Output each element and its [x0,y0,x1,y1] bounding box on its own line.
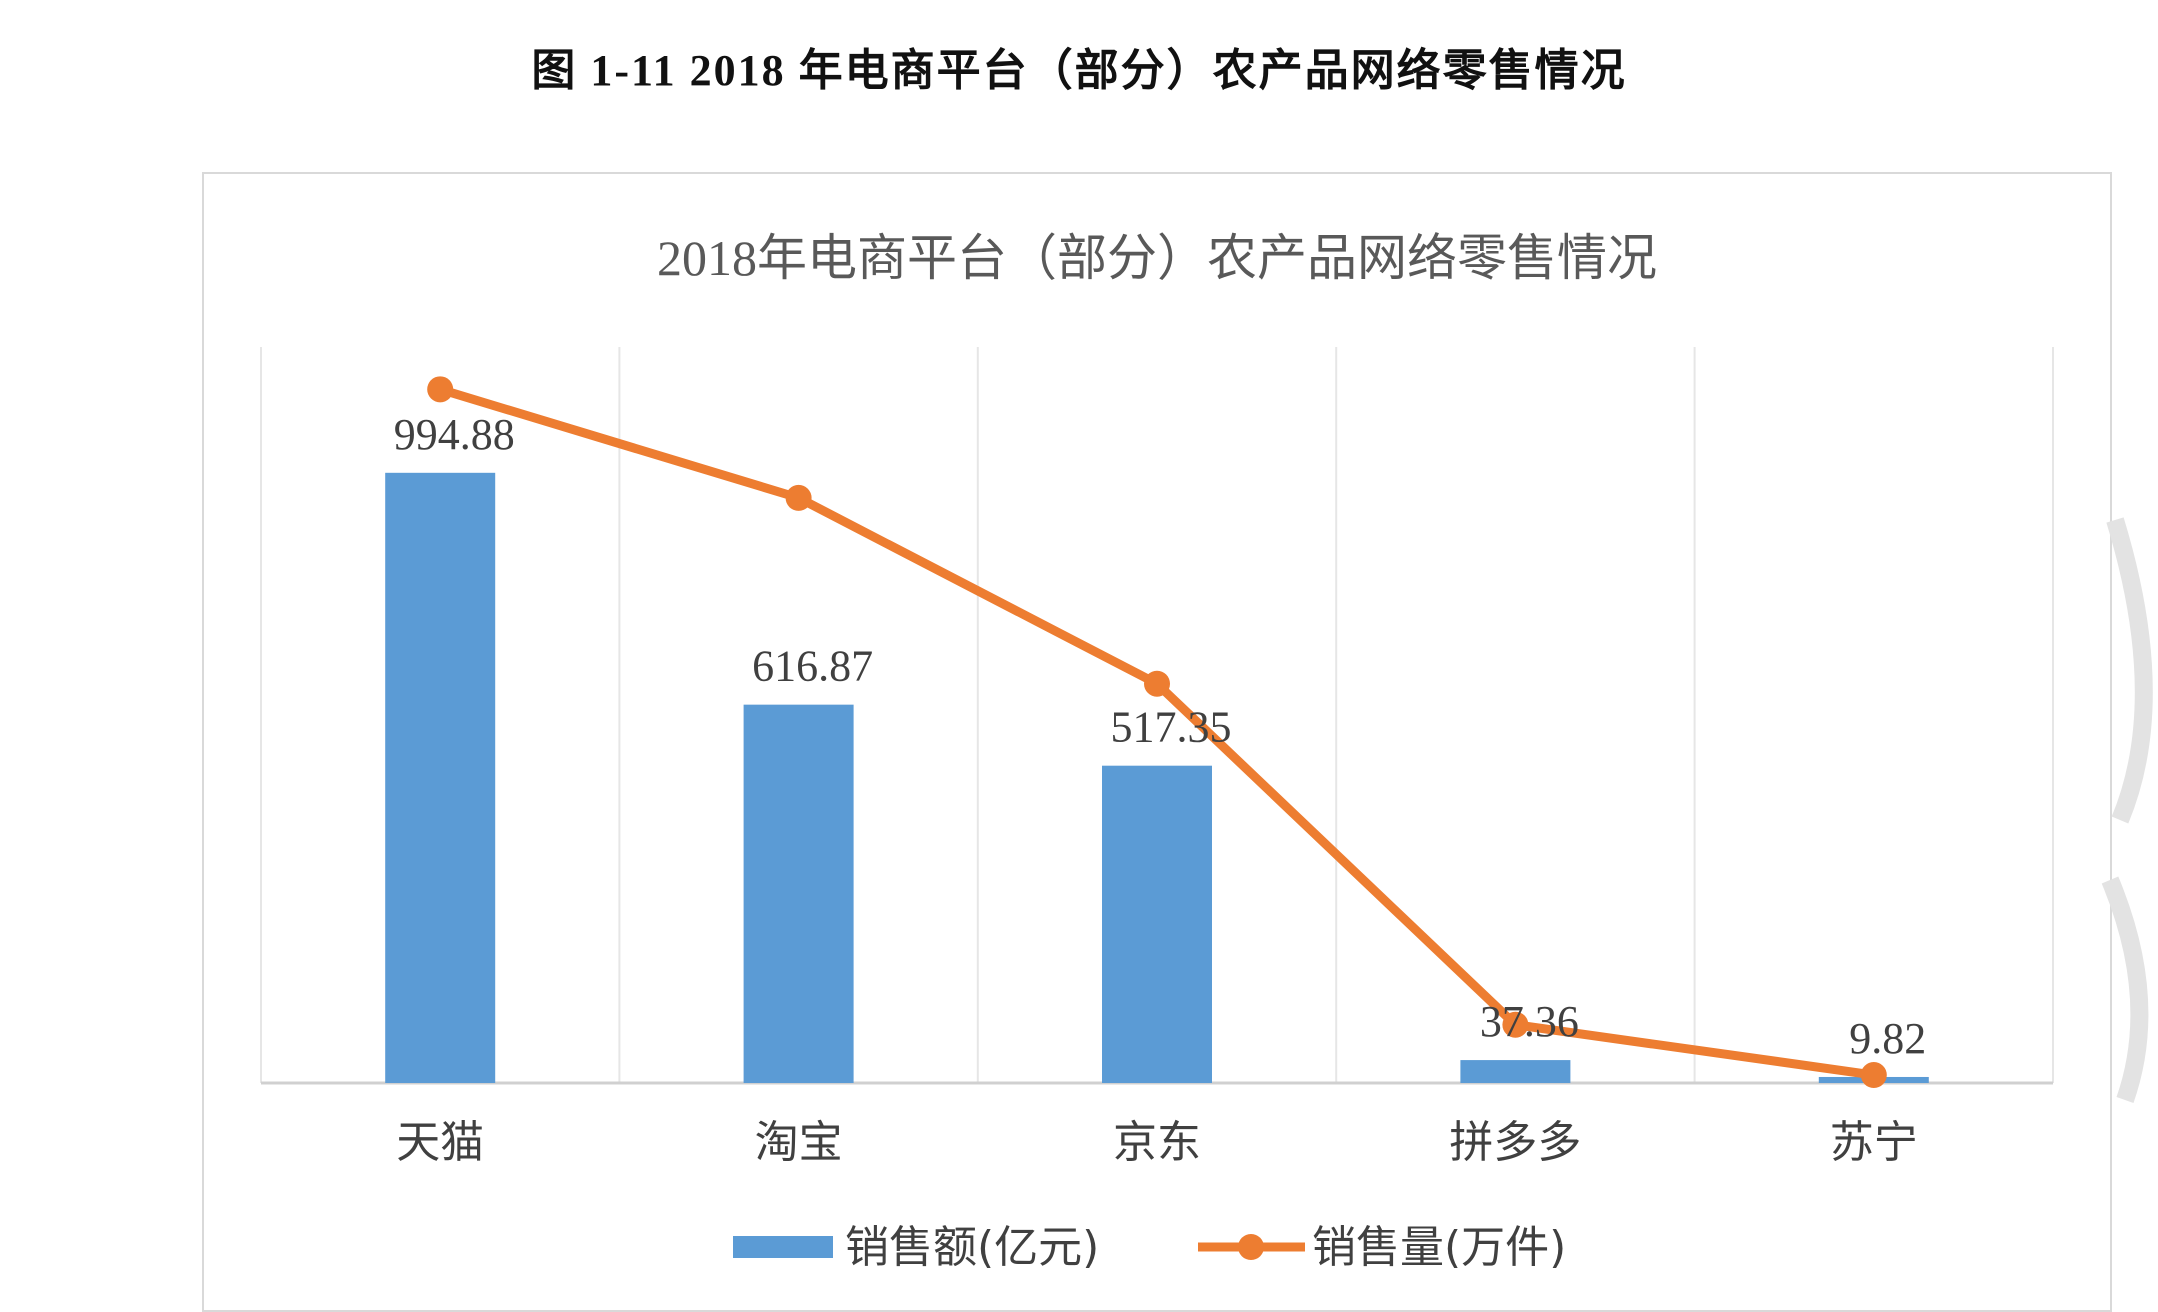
data-label-3: 37.36 [1480,997,1579,1046]
chart-frame [202,172,2112,1312]
line-point-4 [1860,1062,1887,1089]
line-point-1 [785,484,812,511]
category-label-4: 苏宁 [1830,1117,1918,1168]
chart-title: 2018年电商平台（部分）农产品网络零售情况 [657,230,1657,286]
data-label-2: 517.35 [1111,703,1232,752]
line-point-3 [1502,1011,1529,1038]
category-label-0: 天猫 [396,1117,484,1168]
data-label-4: 9.82 [1849,1014,1926,1063]
category-label-2: 京东 [1113,1117,1201,1168]
category-label-3: 拼多多 [1449,1117,1581,1168]
legend-line-marker [1238,1234,1264,1260]
bar-3 [1460,1060,1571,1083]
line-point-2 [1144,670,1170,697]
legend-label-bar: 销售额(亿元) [845,1222,1099,1273]
figure-caption: 图 1-11 2018 年电商平台（部分）农产品网络零售情况 [531,46,1627,95]
bar-1 [743,704,854,1083]
bar-2 [1102,765,1212,1083]
bar-0 [385,472,496,1083]
data-label-1: 616.87 [752,642,873,691]
watermark-stroke [2101,517,2153,1103]
category-label-1: 淘宝 [755,1117,843,1168]
legend-bar-swatch [733,1236,833,1258]
data-label-0: 994.88 [394,410,515,459]
line-point-0 [427,376,454,403]
legend-label-line: 销售量(万件) [1312,1222,1566,1273]
